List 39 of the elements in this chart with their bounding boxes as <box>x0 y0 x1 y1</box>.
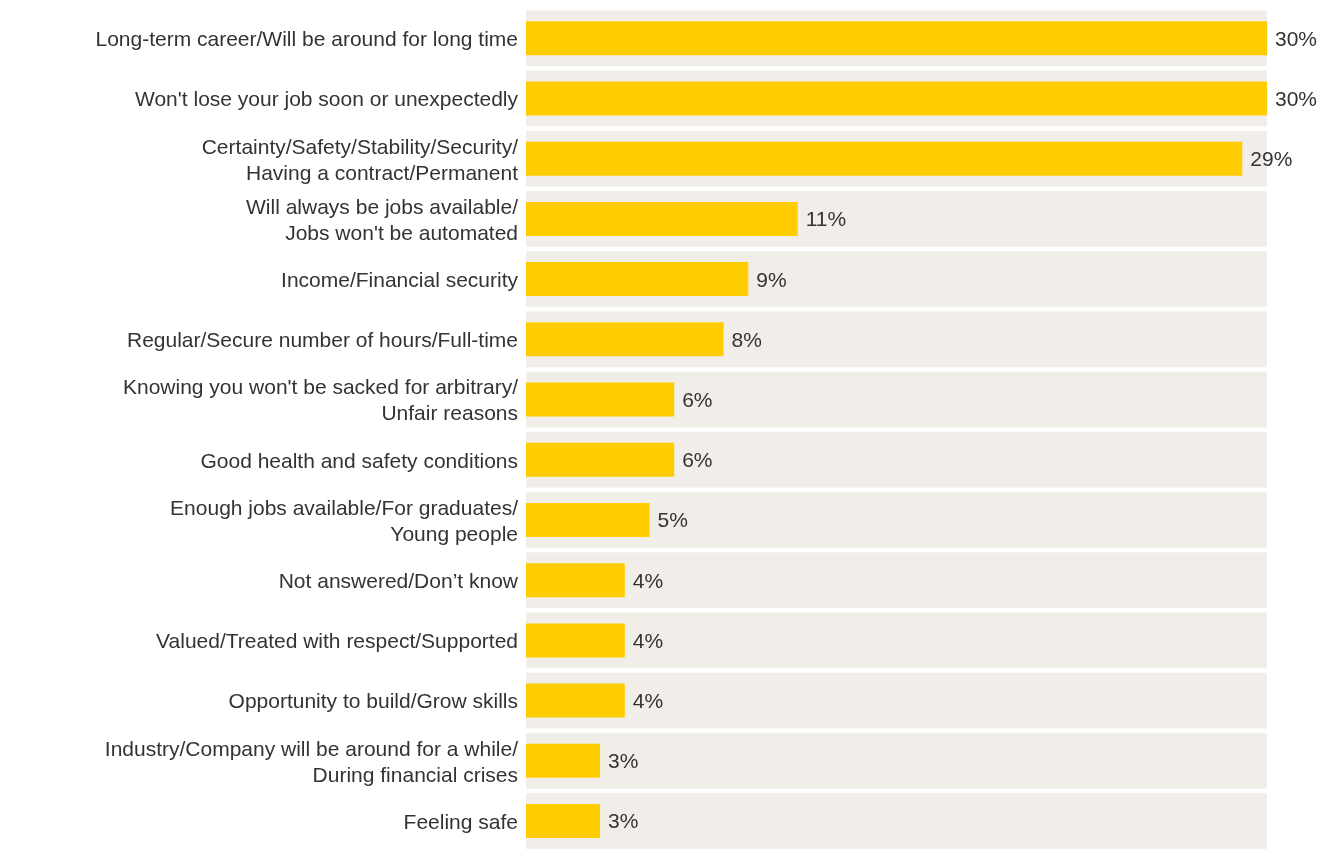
data-label: 30% <box>1275 26 1318 50</box>
bar <box>526 382 675 417</box>
y-tick-label: Enough jobs available/For graduates/ Young people <box>170 495 519 545</box>
bar <box>526 623 625 658</box>
y-tick-label: Regular/Secure number of hours/Full-time <box>126 327 518 351</box>
bar <box>526 563 625 598</box>
data-label: 11% <box>805 207 847 231</box>
data-label: 4% <box>632 568 664 592</box>
data-label: 6% <box>682 387 713 411</box>
data-label: 29% <box>1250 147 1293 171</box>
data-label: 5% <box>657 508 688 532</box>
bar <box>526 804 601 839</box>
y-tick-label: Not answered/Don’t know <box>278 568 519 592</box>
bar <box>526 442 675 477</box>
bar <box>526 683 625 718</box>
bar <box>526 743 601 778</box>
data-label: 3% <box>608 809 639 833</box>
bar <box>526 322 724 357</box>
y-tick-label: Will always be jobs available/ Jobs won't be automated <box>246 194 519 244</box>
data-label: 4% <box>632 628 664 652</box>
data-label: 8% <box>731 327 762 351</box>
bar <box>526 502 650 537</box>
y-tick-label: Income/Financial security <box>281 267 519 291</box>
bar <box>526 201 798 236</box>
y-tick-label: Won't lose your job soon or unexpectedly <box>134 86 519 110</box>
y-tick-label: Valued/Treated with respect/Supported <box>156 628 518 652</box>
y-tick-label: Opportunity to build/Grow skills <box>228 688 518 712</box>
bar <box>526 262 749 297</box>
y-tick-label: Industry/Company will be around for a while/ During financial crises <box>104 736 519 786</box>
y-tick-label: Good health and safety conditions <box>200 448 518 472</box>
y-tick-label: Knowing you won't be sacked for arbitrary/ Unfair reasons <box>122 374 519 424</box>
y-tick-label: Certainty/Safety/Stability/Security/ Having a contract/Permanent <box>201 134 519 184</box>
y-tick-label: Long-term career/Will be around for long time <box>95 26 518 50</box>
data-label: 30% <box>1275 86 1318 110</box>
y-tick-label: Feeling safe <box>403 809 518 833</box>
data-label: 9% <box>756 267 787 291</box>
data-label: 3% <box>608 749 639 773</box>
data-label: 4% <box>632 689 664 713</box>
data-label: 6% <box>682 448 713 472</box>
